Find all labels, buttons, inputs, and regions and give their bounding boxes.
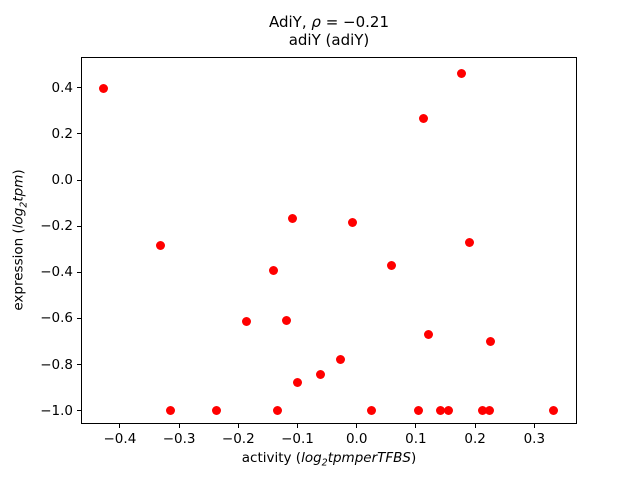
x-tick-mark xyxy=(178,424,180,428)
x-tick-mark xyxy=(533,424,535,428)
x-tick-mark xyxy=(415,424,417,428)
data-point xyxy=(98,84,108,94)
data-point xyxy=(288,213,298,223)
x-axis-label: activity (log2tpmperTFBS) xyxy=(81,450,577,469)
data-point xyxy=(242,316,252,326)
data-point xyxy=(414,406,424,416)
x-tick-label: −0.2 xyxy=(221,431,255,447)
y-tick-mark xyxy=(77,225,81,227)
y-tick-label: −0.2 xyxy=(40,218,73,235)
x-tick-label: 0.2 xyxy=(464,431,486,447)
y-tick-label: 0.0 xyxy=(51,172,73,189)
x-tick-label: −0.1 xyxy=(281,431,314,447)
y-tick-mark xyxy=(77,271,81,273)
data-point xyxy=(315,369,325,379)
x-tick-label: 0.0 xyxy=(345,431,368,447)
data-point xyxy=(348,218,358,228)
data-point xyxy=(485,406,495,416)
y-tick-mark xyxy=(77,133,81,135)
plot-title-line1: AdiY, ρ = −0.21 xyxy=(81,13,577,31)
x-tick-mark xyxy=(119,424,121,428)
data-point xyxy=(212,406,222,416)
x-tick-label: 0.1 xyxy=(405,431,427,447)
data-point xyxy=(464,237,474,247)
y-tick-mark xyxy=(77,364,81,366)
y-tick-mark xyxy=(77,179,81,181)
data-point xyxy=(281,316,291,326)
data-point xyxy=(386,261,396,271)
data-point xyxy=(155,241,165,251)
plot-title-value: = −0.21 xyxy=(320,13,389,31)
data-point xyxy=(436,406,446,416)
data-point xyxy=(269,266,279,276)
x-tick-label: −0.3 xyxy=(162,431,196,447)
data-point xyxy=(272,406,282,416)
data-point xyxy=(424,330,434,340)
y-tick-label: −1.0 xyxy=(40,402,73,419)
data-point xyxy=(419,114,429,124)
x-tick-label: 0.3 xyxy=(523,431,546,447)
data-point xyxy=(293,377,302,387)
y-tick-label: 0.4 xyxy=(51,79,73,96)
plot-area xyxy=(81,57,577,424)
data-point xyxy=(367,406,376,416)
y-tick-mark xyxy=(77,87,81,89)
x-tick-mark xyxy=(356,424,358,428)
y-axis-label: expression (log2tpm) xyxy=(11,169,30,310)
y-tick-label: −0.6 xyxy=(40,310,73,327)
y-tick-mark xyxy=(77,317,81,319)
y-tick-label: −0.8 xyxy=(40,356,73,373)
data-point xyxy=(548,406,558,416)
x-tick-label: −0.4 xyxy=(103,431,137,447)
data-point xyxy=(336,355,346,365)
plot-title: AdiY, ρ = −0.21 adiY (adiY) xyxy=(81,13,577,49)
x-axis-label-prefix: activity ( xyxy=(241,450,302,466)
data-point xyxy=(486,336,495,346)
plot-subtitle: adiY (adiY) xyxy=(288,31,370,49)
y-tick-mark xyxy=(77,410,81,412)
y-tick-label: 0.2 xyxy=(51,125,73,142)
x-tick-mark xyxy=(474,424,476,428)
plot-title-prefix: AdiY, xyxy=(269,13,312,31)
rho-symbol: ρ xyxy=(311,13,321,31)
y-tick-label: −0.4 xyxy=(40,264,73,281)
x-axis-label-math: log2tpmperTFBS xyxy=(301,450,411,469)
data-point xyxy=(477,406,487,416)
data-point xyxy=(165,406,175,416)
x-axis-label-suffix: ) xyxy=(410,450,417,466)
x-tick-mark xyxy=(297,424,298,428)
x-tick-mark xyxy=(237,424,239,428)
data-point xyxy=(456,69,466,79)
data-point xyxy=(443,406,453,416)
